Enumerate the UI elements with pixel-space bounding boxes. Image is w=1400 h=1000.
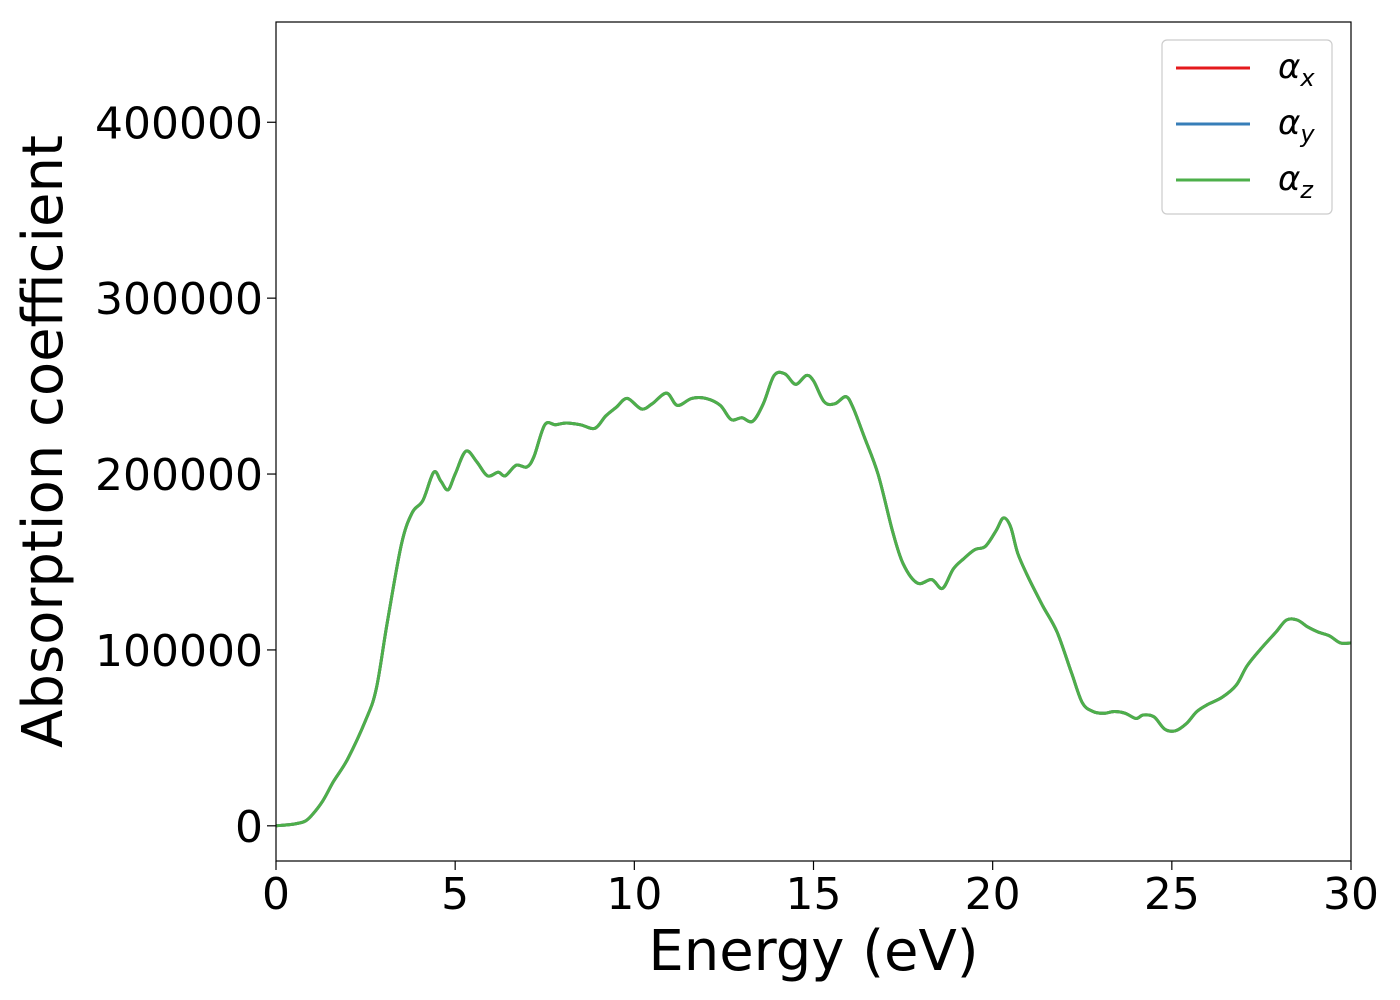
x-tick-label: 25 xyxy=(1144,869,1200,920)
legend-label-alpha-y: αy xyxy=(1278,103,1315,148)
y-tick-label: 200000 xyxy=(95,450,263,501)
y-axis-ticks: 0 100000 200000 300000 400000 xyxy=(95,98,276,853)
x-tick-label: 5 xyxy=(441,869,469,920)
legend-label-alpha-z: αz xyxy=(1278,159,1314,204)
series-line-alpha-z xyxy=(275,370,1352,828)
y-tick-label: 300000 xyxy=(95,274,263,325)
series-line-alpha-x xyxy=(275,370,1352,828)
x-axis-ticks: 0 5 10 15 20 25 30 xyxy=(262,861,1379,920)
x-tick-label: 0 xyxy=(262,869,290,920)
legend: αx αy αz xyxy=(1161,39,1333,215)
x-tick-label: 20 xyxy=(965,869,1021,920)
y-tick-label: 100000 xyxy=(95,626,263,677)
y-tick-label: 0 xyxy=(235,802,263,853)
x-tick-label: 15 xyxy=(786,869,842,920)
x-tick-label: 10 xyxy=(606,869,662,920)
y-tick-label: 400000 xyxy=(95,98,263,149)
legend-box xyxy=(1161,39,1333,215)
y-axis-title: Absorption coefficient xyxy=(11,135,76,748)
series-line-alpha-y xyxy=(275,370,1352,828)
x-tick-label: 30 xyxy=(1323,869,1379,920)
x-axis-title: Energy (eV) xyxy=(648,919,978,984)
legend-label-alpha-x: αx xyxy=(1278,47,1315,92)
series-layer xyxy=(275,370,1352,828)
